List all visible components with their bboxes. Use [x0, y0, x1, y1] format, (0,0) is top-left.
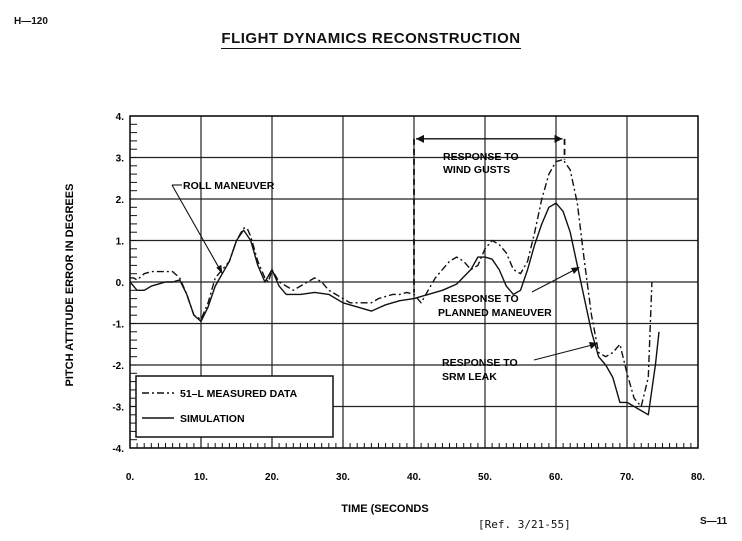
series-lines: [129, 158, 660, 416]
reference-note: [Ref. 3/21-55]: [478, 518, 571, 531]
x-tick-label: 10.: [194, 472, 208, 483]
document-id: H—120: [14, 16, 48, 27]
roll-maneuver-label: ROLL MANEUVER: [183, 180, 275, 192]
planned-maneuver-label-line1: RESPONSE TO: [443, 293, 519, 305]
roll-maneuver-arrowhead: [216, 264, 223, 274]
srm-leak-label-line1: RESPONSE TO: [442, 357, 518, 369]
wind-gusts-label-line1: RESPONSE TO: [443, 151, 519, 163]
chart-legend: 51–L MEASURED DATA SIMULATION: [135, 375, 334, 438]
srm-leak-arrowhead: [589, 342, 598, 349]
x-tick-label: 40.: [407, 472, 421, 483]
y-tick-label: -2.: [112, 361, 124, 372]
y-tick-label: -1.: [112, 320, 124, 331]
x-tick-label: 80.: [691, 472, 705, 483]
wind-gusts-label-line2: WIND GUSTS: [443, 164, 510, 176]
planned-maneuver-arrowhead: [571, 267, 580, 274]
y-axis-title: PITCH ATTITUDE ERROR IN DEGREES: [64, 184, 76, 387]
measured-data-line: [130, 158, 653, 408]
roll-maneuver-pointer: [171, 184, 223, 274]
minor-ticks: [129, 115, 699, 449]
legend-measured-label: 51–L MEASURED DATA: [180, 388, 298, 400]
x-tick-label: 70.: [620, 472, 634, 483]
x-tick-labels: 0. 10. 20. 30. 40. 50. 60. 70. 80.: [126, 472, 705, 483]
x-tick-label: 50.: [478, 472, 492, 483]
planned-maneuver-label-line2: PLANNED MANEUVER: [438, 307, 552, 319]
planned-maneuver-pointer: [531, 267, 579, 293]
x-tick-label: 20.: [265, 472, 279, 483]
srm-leak-pointer: [533, 343, 597, 361]
y-tick-label: 1.: [116, 237, 125, 248]
page-number: S—11: [700, 516, 728, 527]
x-tick-label: 60.: [549, 472, 563, 483]
page-title: FLIGHT DYNAMICS RECONSTRUCTION: [221, 30, 521, 49]
srm-leak-label-line2: SRM LEAK: [442, 371, 497, 383]
y-tick-label: 4.: [116, 112, 125, 123]
y-tick-label: -4.: [112, 444, 124, 455]
legend-simulation-label: SIMULATION: [180, 413, 245, 425]
x-axis-title: TIME (SECONDS: [341, 503, 428, 515]
y-tick-label: 0.: [116, 278, 125, 289]
y-tick-label: 3.: [116, 154, 125, 165]
simulation-line: [129, 202, 660, 416]
wind-gusts-arrow-right: [554, 134, 563, 143]
x-tick-label: 0.: [126, 472, 135, 483]
legend-box: [135, 375, 334, 438]
y-tick-labels: 4. 3. 2. 1. 0. -1. -2. -3. -4.: [112, 112, 124, 455]
wind-gusts-arrow-left: [416, 134, 424, 143]
y-tick-label: 2.: [116, 195, 125, 206]
x-tick-label: 30.: [336, 472, 350, 483]
y-tick-label: -3.: [112, 403, 124, 414]
